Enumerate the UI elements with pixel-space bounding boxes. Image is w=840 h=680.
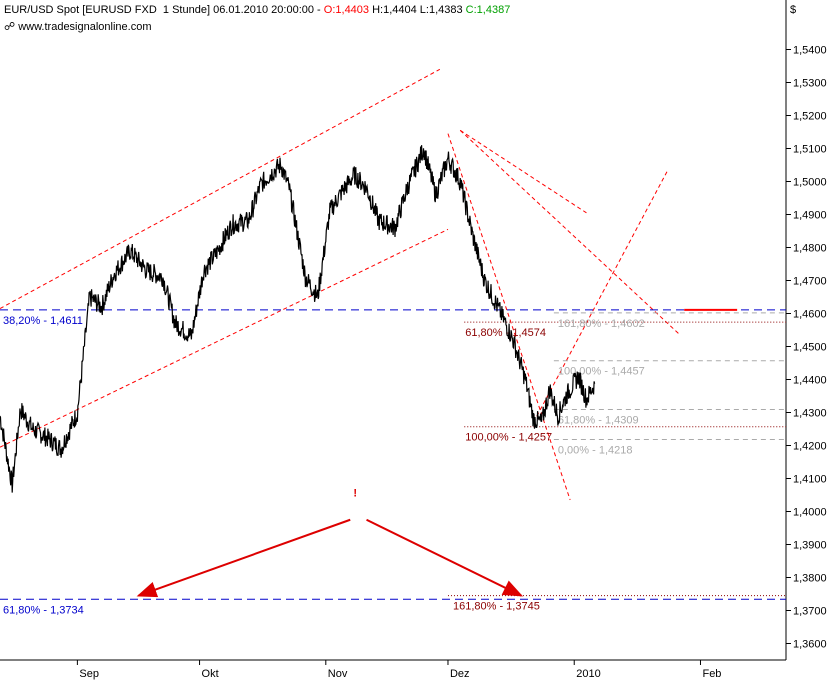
y-tick-label: 1,3700 [793,606,827,618]
level-label: 100,00% - 1,4257 [465,432,552,444]
unit-label: $ [790,4,797,16]
y-tick-label: 1,4500 [793,342,827,354]
header-close: C:1,4387 [462,4,511,16]
decline-line [459,129,587,214]
level-label: 61,80% - 1,4574 [465,327,546,339]
channel-upper-line [0,68,441,309]
header-low: L:1,4383 [416,4,463,16]
level-label: 100,00% - 1,4457 [558,366,645,378]
y-tick-label: 1,4800 [793,243,827,255]
x-tick-label: Okt [202,668,219,680]
y-tick-label: 1,4200 [793,441,827,453]
exclamation-mark: ! [353,488,357,500]
y-tick-label: 1,3900 [793,540,827,552]
level-label: 61,80% - 1,3734 [3,604,84,616]
chart-header: EUR/USD Spot [EURUSD FXD 1 Stunde] 06.01… [4,4,510,16]
x-tick-label: Feb [702,668,721,680]
chart-source: ☍ www.tradesignalonline.com [4,20,152,33]
x-tick-label: Dez [450,668,470,680]
y-tick-label: 1,3600 [793,639,827,651]
decline-line [447,133,571,501]
x-tick-label: Sep [79,668,99,680]
y-tick-label: 1,5000 [793,177,827,189]
y-tick-label: 1,5200 [793,111,827,123]
level-label: 161,80% - 1,3745 [453,601,540,613]
y-tick-label: 1,4600 [793,309,827,321]
target-arrow [136,518,351,598]
y-tick-label: 1,4000 [793,507,827,519]
y-tick-label: 1,4100 [793,474,827,486]
y-tick-label: 1,3800 [793,573,827,585]
x-tick-label: 2010 [576,668,600,680]
y-tick-label: 1,5400 [793,45,827,57]
y-tick-label: 1,5100 [793,144,827,156]
y-tick-label: 1,5300 [793,78,827,90]
channel-lower-line [0,228,449,448]
header-high: H:1,4404 [369,4,417,16]
y-tick-label: 1,4700 [793,276,827,288]
level-label: 0,00% - 1,4218 [558,445,633,457]
level-label: 161,80% - 1,4602 [558,318,645,330]
level-label: 61,80% - 1,4309 [558,415,639,427]
x-tick-label: Nov [328,668,348,680]
level-label: 38,20% - 1,4611 [3,315,83,327]
y-tick-label: 1,4400 [793,375,827,387]
header-open: O:1,4403 [323,4,370,16]
target-arrow [366,518,524,597]
rebound-line [533,169,669,423]
header-title: EUR/USD Spot [EURUSD FXD 1 Stunde] 06.01… [4,4,324,16]
y-tick-label: 1,4900 [793,210,827,222]
source-icon: ☍ [4,21,19,33]
price-series-line [0,145,596,493]
source-text: www.tradesignalonline.com [18,21,152,33]
y-tick-label: 1,4300 [793,408,827,420]
decline-line [459,129,681,336]
